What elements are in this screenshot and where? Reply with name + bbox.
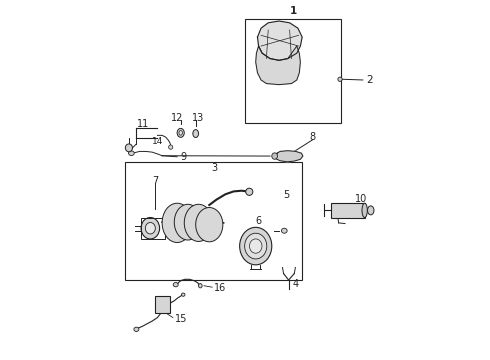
- Ellipse shape: [368, 206, 374, 215]
- Ellipse shape: [196, 207, 223, 242]
- Polygon shape: [256, 46, 300, 85]
- Ellipse shape: [281, 228, 287, 233]
- Ellipse shape: [162, 203, 192, 243]
- Text: 3: 3: [212, 163, 218, 173]
- Text: 1: 1: [290, 6, 297, 17]
- Ellipse shape: [128, 151, 134, 156]
- Text: 2: 2: [366, 75, 372, 85]
- Text: 11: 11: [137, 118, 149, 129]
- Text: 10: 10: [355, 194, 367, 203]
- Ellipse shape: [125, 144, 132, 152]
- Ellipse shape: [184, 204, 213, 242]
- Ellipse shape: [146, 222, 155, 234]
- Text: 15: 15: [174, 314, 187, 324]
- Ellipse shape: [272, 153, 277, 159]
- Ellipse shape: [362, 203, 368, 217]
- Text: 9: 9: [180, 153, 187, 162]
- Ellipse shape: [179, 131, 182, 135]
- Text: 12: 12: [171, 113, 183, 123]
- Polygon shape: [258, 21, 302, 60]
- Bar: [331, 203, 365, 217]
- Text: 13: 13: [193, 113, 205, 123]
- Bar: [155, 296, 170, 313]
- Text: 16: 16: [214, 283, 226, 293]
- Circle shape: [338, 77, 342, 81]
- Ellipse shape: [134, 327, 139, 332]
- Text: 5: 5: [283, 190, 289, 200]
- Text: 4: 4: [293, 279, 299, 289]
- Ellipse shape: [240, 227, 272, 265]
- Ellipse shape: [181, 293, 185, 296]
- Ellipse shape: [173, 283, 178, 287]
- Ellipse shape: [141, 217, 160, 239]
- Text: 8: 8: [310, 132, 316, 142]
- Bar: [125, 162, 302, 280]
- Text: 7: 7: [152, 176, 158, 186]
- Circle shape: [169, 145, 173, 149]
- Text: 6: 6: [255, 216, 262, 226]
- Ellipse shape: [193, 130, 198, 138]
- Bar: [142, 217, 165, 239]
- Ellipse shape: [245, 233, 267, 259]
- Ellipse shape: [249, 239, 262, 253]
- Circle shape: [245, 188, 253, 195]
- Ellipse shape: [174, 204, 201, 240]
- Ellipse shape: [177, 129, 184, 137]
- Bar: [245, 19, 342, 123]
- Text: 14: 14: [152, 137, 163, 146]
- Ellipse shape: [198, 284, 202, 288]
- Polygon shape: [274, 151, 303, 162]
